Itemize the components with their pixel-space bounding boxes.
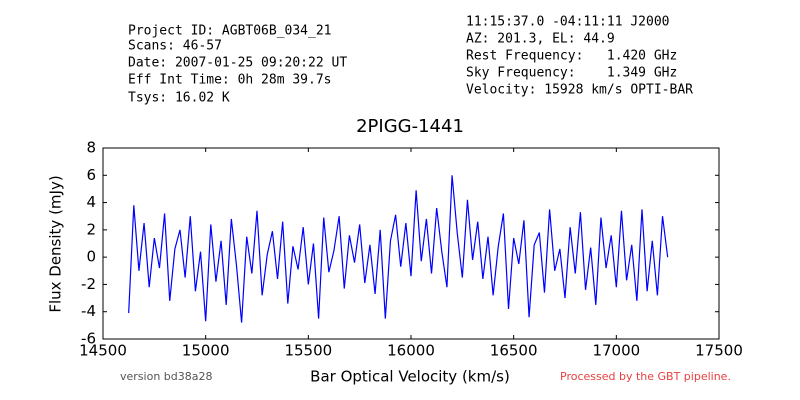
header-line: Eff Int Time: 0h 28m 39.7s — [128, 73, 332, 88]
header-line: 11:15:37.0 -04:11:11 J2000 — [466, 15, 670, 30]
chart-title: 2PIGG-1441 — [356, 116, 464, 137]
header-line: Sky Frequency: 1.349 GHz — [466, 66, 677, 81]
plot-frame — [102, 147, 720, 340]
y-tick-label: 4 — [86, 193, 96, 211]
header-line: Velocity: 15928 km/s OPTI-BAR — [466, 83, 693, 98]
y-tick-label: -2 — [81, 275, 96, 293]
y-axis-label: Flux Density (mJy) — [47, 175, 65, 312]
footer-version: version bd38a28 — [120, 370, 213, 383]
y-tick-label: -4 — [81, 302, 96, 320]
spectrum-line — [128, 175, 669, 323]
x-tick-label: 15500 — [284, 342, 332, 360]
y-tick-label: 0 — [86, 248, 96, 266]
x-axis-label: Bar Optical Velocity (km/s) — [310, 368, 510, 386]
header-line: Date: 2007-01-25 09:20:22 UT — [128, 56, 347, 71]
x-tick-label: 17000 — [592, 342, 640, 360]
header-line: Tsys: 16.02 K — [128, 91, 230, 106]
x-tick-label: 17500 — [695, 342, 743, 360]
y-tick-label: 8 — [86, 139, 96, 157]
x-tick-label: 16500 — [490, 342, 538, 360]
header-line: Project ID: AGBT06B_034_21 — [128, 24, 332, 39]
header-line: Rest Frequency: 1.420 GHz — [466, 49, 677, 64]
x-tick-label: 15000 — [182, 342, 230, 360]
footer-pipeline: Processed by the GBT pipeline. — [560, 370, 731, 383]
header-line: AZ: 201.3, EL: 44.9 — [466, 32, 615, 47]
header-line: Scans: 46-57 — [128, 39, 222, 54]
y-tick-label: -6 — [81, 330, 96, 348]
y-tick-label: 2 — [86, 220, 96, 238]
x-tick-label: 14500 — [79, 342, 127, 360]
x-tick-label: 16000 — [387, 342, 435, 360]
y-tick-label: 6 — [86, 166, 96, 184]
